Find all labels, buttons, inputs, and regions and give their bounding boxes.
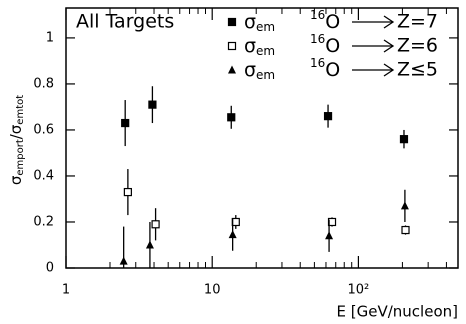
legend-entry: Z=7 [397, 11, 438, 33]
data-point [323, 112, 333, 121]
legend-entry: Z=6 [397, 35, 438, 57]
data-point [121, 118, 130, 128]
y-label-part: σ [7, 124, 25, 134]
x-tick-label: 10 [204, 283, 221, 298]
data-point [399, 135, 409, 144]
legend-symbol: σ [244, 59, 256, 81]
y-label-part: σ [7, 175, 25, 185]
legend-subscript: em [256, 20, 275, 34]
y-tick-label: 1 [46, 30, 54, 45]
y-label-part: / [7, 133, 25, 139]
legend-marker [228, 65, 236, 74]
data-point [145, 240, 154, 249]
data-point [148, 100, 157, 109]
x-tick-label: 10² [348, 283, 370, 298]
data-point [151, 220, 160, 229]
data-point [325, 231, 334, 240]
y-tick-label: 0.8 [33, 76, 54, 91]
legend-arrow-head [383, 39, 395, 53]
data-point [228, 230, 237, 239]
legend-label: σem 16O [244, 8, 340, 34]
data-point [401, 225, 410, 235]
x-tick-label: 1 [62, 283, 70, 298]
y-label-part: emport [15, 139, 26, 175]
legend-isotope: O [325, 59, 340, 81]
plot-frame [65, 7, 459, 269]
legend-isotope-mass: 16 [310, 8, 325, 22]
y-axis-label: σemport/σemtot [7, 95, 27, 185]
y-tick-label: 0.2 [33, 214, 54, 229]
legend-isotope-mass: 16 [310, 56, 325, 70]
y-tick-label: 0 [46, 261, 54, 276]
legend-arrow-head [383, 63, 395, 77]
legend-marker [227, 41, 237, 51]
legend-subscript: em [256, 68, 275, 82]
legend-isotope-mass: 16 [310, 32, 325, 46]
y-label-part: emtot [15, 95, 26, 125]
legend-arrow-head [383, 15, 395, 29]
x-axis-label: E [GeV/nucleon] [337, 303, 458, 321]
y-tick-label: 0.6 [33, 122, 54, 137]
data-point [231, 217, 240, 227]
legend-label: σem 16O [244, 56, 340, 82]
data-point [123, 187, 132, 197]
legend-symbol: σ [244, 35, 256, 57]
legend-marker [227, 17, 237, 27]
y-tick-label: 0.4 [33, 168, 54, 183]
legend-isotope: O [325, 35, 340, 57]
legend-subscript: em [256, 44, 275, 58]
legend-symbol: σ [244, 11, 256, 33]
legend-entry: Z≤5 [397, 59, 438, 81]
data-point [400, 201, 409, 210]
legend-label: σem 16O [244, 32, 340, 58]
legend-isotope: O [325, 11, 340, 33]
data-point [119, 256, 128, 265]
data-point [227, 113, 236, 122]
annotation: All Targets [76, 11, 174, 33]
